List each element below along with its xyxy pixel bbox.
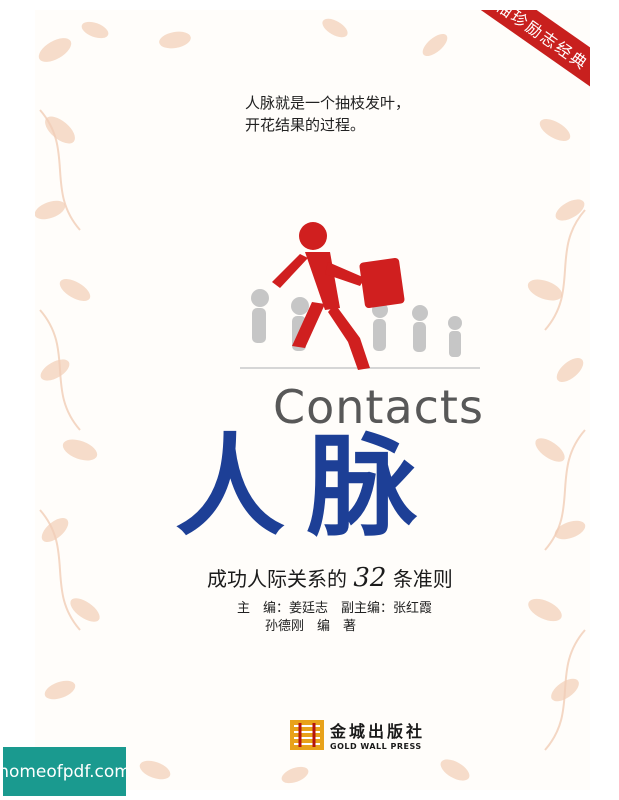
- slogan-line-2: 开花结果的过程。: [245, 116, 366, 134]
- subtitle-number: 32: [353, 563, 387, 593]
- gold-wall-press-logo-icon: [290, 719, 324, 750]
- publisher: 金城出版社 GOLD WALL PRESS: [290, 718, 425, 751]
- book-cover: 袖珍励志经典 人脉就是一个抽枝发叶， 开花结果的过程。 Contacts 人脉 …: [35, 10, 590, 790]
- watermark-text: homeofpdf.com: [0, 761, 131, 782]
- publisher-name-en: GOLD WALL PRESS: [330, 742, 422, 751]
- subtitle-suffix: 条准则: [392, 567, 453, 591]
- petal-pattern-icon: [35, 18, 586, 784]
- title-chinese: 人脉: [175, 423, 439, 551]
- publisher-name-cn: 金城出版社: [330, 722, 426, 741]
- editors-line-1: 主 编：姜廷志 副主编：张红霞: [237, 601, 433, 616]
- watermark-badge: homeofpdf.com: [0, 747, 131, 796]
- subtitle: 成功人际关系的 32 条准则: [207, 563, 453, 593]
- editors-block: 主 编：姜廷志 副主编：张红霞 孙德刚 编 著: [237, 600, 432, 636]
- subtitle-prefix: 成功人际关系的: [207, 567, 347, 591]
- slogan: 人脉就是一个抽枝发叶， 开花结果的过程。: [245, 92, 475, 136]
- red-running-figure-with-briefcase-icon: [240, 222, 480, 370]
- editors-line-2: 孙德刚 编 著: [265, 619, 357, 634]
- title-english: Contacts: [273, 380, 484, 434]
- slogan-line-1: 人脉就是一个抽枝发叶，: [245, 94, 411, 112]
